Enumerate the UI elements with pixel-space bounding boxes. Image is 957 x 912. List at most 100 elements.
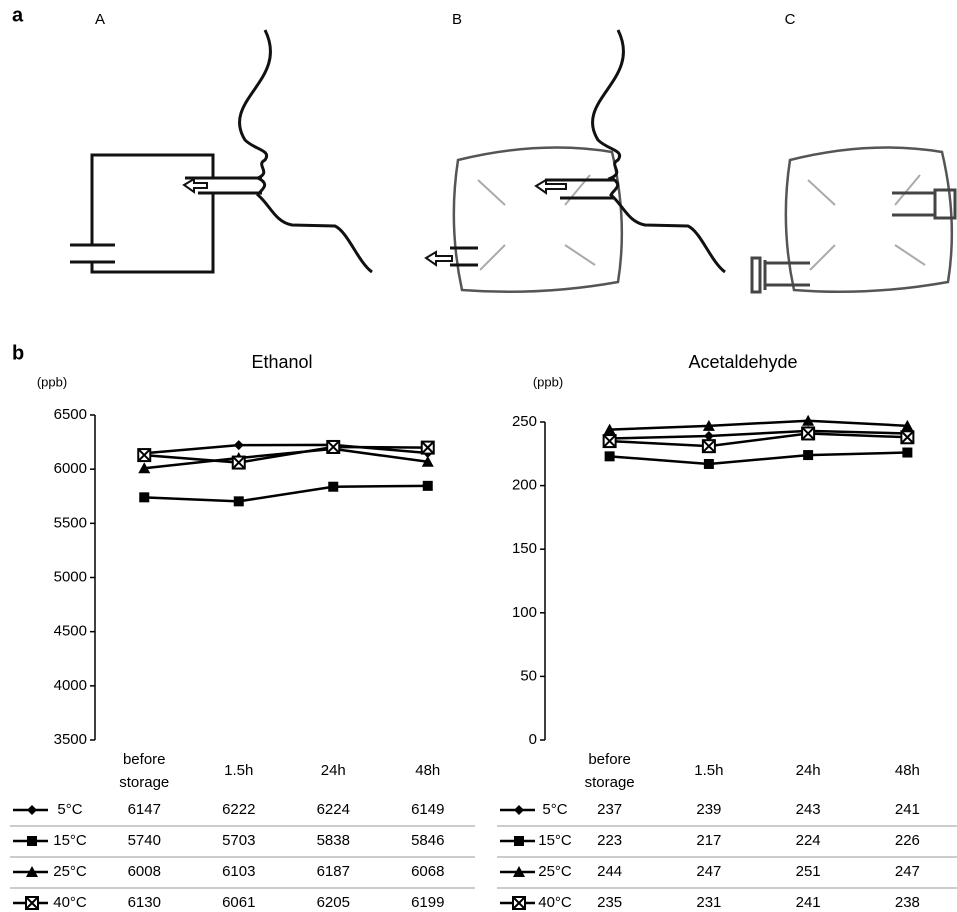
label-line: storage xyxy=(585,774,635,791)
marker xyxy=(803,450,813,460)
marker xyxy=(328,482,338,492)
syringe xyxy=(752,258,810,292)
marker xyxy=(327,441,339,453)
series-line xyxy=(610,421,908,430)
x-category-label: 24h xyxy=(321,762,346,779)
marker xyxy=(422,442,434,454)
y-tick-label: 200 xyxy=(512,477,537,494)
panel-label: b xyxy=(12,342,24,364)
table-value: 241 xyxy=(895,801,920,818)
series-line xyxy=(610,433,908,446)
marker xyxy=(233,457,245,469)
marker xyxy=(514,805,524,815)
marker xyxy=(139,492,149,502)
series-line xyxy=(610,453,908,464)
bag-fold xyxy=(808,175,925,270)
chart-title: Acetaldehyde xyxy=(688,352,797,372)
diagram-label: C xyxy=(785,11,796,28)
table-value: 231 xyxy=(696,894,721,911)
table-value: 237 xyxy=(597,801,622,818)
y-tick-label: 5000 xyxy=(54,568,87,585)
y-tick-label: 100 xyxy=(512,604,537,621)
table-value: 235 xyxy=(597,894,622,911)
y-tick-label: 0 xyxy=(529,731,537,748)
x-category-label: 1.5h xyxy=(694,762,723,779)
x-category-label: beforestorage xyxy=(119,751,169,791)
sensor-circuit xyxy=(70,155,213,272)
marker xyxy=(234,496,244,506)
marker xyxy=(234,440,244,450)
diagram-a xyxy=(70,30,372,272)
table-value: 6187 xyxy=(317,863,350,880)
chart-title: Ethanol xyxy=(251,352,312,372)
legend-label: 5°C xyxy=(542,801,567,818)
y-tick-label: 250 xyxy=(512,413,537,430)
bag xyxy=(454,148,622,292)
x-category-label: 48h xyxy=(415,762,440,779)
table-value: 6103 xyxy=(222,863,255,880)
y-tick-label: 5500 xyxy=(54,514,87,531)
y-tick-label: 6000 xyxy=(54,460,87,477)
table-value: 224 xyxy=(796,832,821,849)
series-line xyxy=(144,486,428,501)
arrow xyxy=(536,180,566,193)
table-value: 5740 xyxy=(128,832,161,849)
arrow xyxy=(426,252,452,265)
table-value: 238 xyxy=(895,894,920,911)
page: a b A B C Ethanol(ppb)350040004500500055… xyxy=(0,0,957,912)
y-tick-label: 6500 xyxy=(54,406,87,423)
label-line: before xyxy=(588,751,631,768)
panel-label: a xyxy=(12,4,24,26)
diagram-label: A xyxy=(95,11,105,28)
x-category-label: 48h xyxy=(895,762,920,779)
table-value: 5703 xyxy=(222,832,255,849)
table-value: 6130 xyxy=(128,894,161,911)
marker xyxy=(605,451,615,461)
legend-label: 25°C xyxy=(53,863,87,880)
table-value: 6149 xyxy=(411,801,444,818)
marker xyxy=(138,449,150,461)
face xyxy=(240,30,372,272)
y-tick-label: 50 xyxy=(520,667,537,684)
marker xyxy=(27,805,37,815)
syringe xyxy=(892,190,955,218)
legend-label: 15°C xyxy=(53,832,87,849)
table-value: 243 xyxy=(796,801,821,818)
table-value: 6008 xyxy=(128,863,161,880)
table-value: 223 xyxy=(597,832,622,849)
table-value: 217 xyxy=(696,832,721,849)
table-value: 6147 xyxy=(128,801,161,818)
table-value: 251 xyxy=(796,863,821,880)
marker xyxy=(902,448,912,458)
legend-label: 25°C xyxy=(538,863,572,880)
x-category-label: before storage xyxy=(585,751,635,791)
marker xyxy=(802,427,814,439)
legend-label: 40°C xyxy=(53,894,87,911)
marker xyxy=(27,836,37,846)
marker xyxy=(514,836,524,846)
table-value: 247 xyxy=(895,863,920,880)
arrow xyxy=(184,179,207,192)
table-value: 5846 xyxy=(411,832,444,849)
table-value: 244 xyxy=(597,863,622,880)
table-value: 239 xyxy=(696,801,721,818)
table-value: 241 xyxy=(796,894,821,911)
table-value: 6224 xyxy=(317,801,350,818)
bag-fold xyxy=(478,175,595,270)
marker xyxy=(423,481,433,491)
marker xyxy=(604,435,616,447)
table-value: 6199 xyxy=(411,894,444,911)
diagram-label: B xyxy=(452,11,462,28)
table-value: 247 xyxy=(696,863,721,880)
y-tick-label: 4500 xyxy=(54,623,87,640)
x-category-label: 1.5h xyxy=(224,762,253,779)
legend-label: 40°C xyxy=(538,894,572,911)
tube xyxy=(450,248,478,265)
marker xyxy=(26,897,38,909)
y-tick-label: 150 xyxy=(512,540,537,557)
marker xyxy=(513,897,525,909)
table-value: 226 xyxy=(895,832,920,849)
legend-label: 15°C xyxy=(538,832,572,849)
label-line: storage xyxy=(119,774,169,791)
marker xyxy=(704,459,714,469)
